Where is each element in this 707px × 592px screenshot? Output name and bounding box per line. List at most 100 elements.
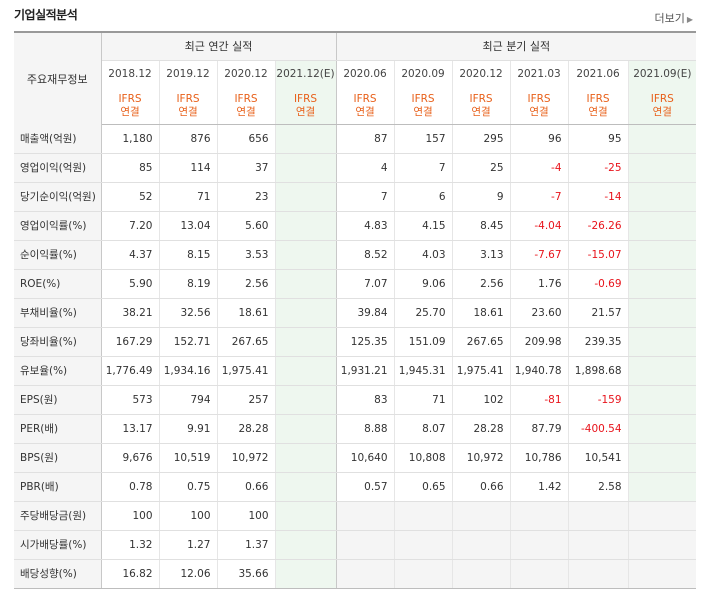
ifrs-label: IFRS	[293, 92, 318, 105]
annual-value-cell: 32.56	[159, 297, 218, 328]
estimate-cell	[628, 297, 697, 328]
quarterly-value-cell: 25	[452, 153, 511, 183]
consolidated-label: 연결	[413, 105, 433, 118]
annual-group-header: 최근 연간 실적	[101, 31, 337, 61]
ifrs-consolidated-label: IFRS 연결	[394, 88, 453, 125]
estimate-cell	[628, 153, 697, 183]
quarterly-value-cell: -0.69	[568, 269, 629, 299]
estimate-cell	[628, 327, 697, 357]
table-row: 배당성향(%) 16.82 12.06 35.66	[14, 559, 697, 589]
empty-cell	[452, 559, 511, 589]
quarterly-value-cell: 209.98	[510, 327, 569, 357]
quarterly-value-cell: 21.57	[568, 297, 629, 328]
annual-value-cell: 0.75	[159, 472, 218, 502]
annual-value-cell: 1,934.16	[159, 356, 218, 386]
quarterly-period: 2021.09(E)	[628, 60, 697, 88]
quarterly-value-cell: 10,786	[510, 443, 569, 473]
quarterly-value-cell: 10,808	[394, 443, 453, 473]
annual-value-cell: 267.65	[217, 327, 276, 357]
estimate-cell	[275, 414, 337, 444]
row-label: 당기순이익(억원)	[14, 182, 102, 212]
quarterly-value-cell: 2.56	[452, 269, 511, 299]
quarterly-value-cell: 4.15	[394, 210, 453, 241]
estimate-cell	[275, 210, 337, 241]
row-label: 매출액(억원)	[14, 124, 102, 154]
quarterly-value-cell: 1.42	[510, 472, 569, 502]
row-label: 부채비율(%)	[14, 297, 102, 328]
annual-value-cell: 10,519	[159, 443, 218, 473]
section-title: 기업실적분석	[14, 8, 78, 22]
quarterly-period: 2021.03	[510, 60, 569, 88]
quarterly-value-cell: 7	[394, 153, 453, 183]
row-label: BPS(원)	[14, 443, 102, 473]
annual-value-cell: 100	[217, 500, 276, 531]
quarterly-value-cell: -4	[510, 153, 569, 183]
consolidated-label: 연결	[588, 105, 608, 118]
annual-value-cell: 13.17	[101, 414, 160, 444]
estimate-cell	[628, 356, 697, 386]
estimate-cell	[628, 414, 697, 444]
quarterly-value-cell: -81	[510, 384, 569, 415]
quarterly-value-cell: 157	[394, 124, 453, 154]
ifrs-label: IFRS	[411, 92, 435, 105]
table-body: 매출액(억원) 1,180 876 656 87 157 295 96 95 영업이익(억원) 85…	[14, 124, 697, 589]
quarterly-period: 2020.12	[452, 60, 511, 88]
quarterly-value-cell: 7	[336, 182, 395, 212]
consolidated-label: 연결	[355, 105, 375, 118]
row-label: 주당배당금(원)	[14, 500, 102, 531]
annual-value-cell: 16.82	[101, 559, 160, 589]
quarterly-value-cell: 8.45	[452, 210, 511, 241]
quarterly-value-cell: -7.67	[510, 240, 569, 270]
annual-value-cell: 10,972	[217, 443, 276, 473]
empty-cell	[452, 530, 511, 560]
annual-value-cell: 1,180	[101, 124, 160, 154]
annual-value-cell: 71	[159, 182, 218, 212]
table-row: 주당배당금(원) 100 100 100	[14, 500, 697, 531]
annual-value-cell: 100	[101, 500, 160, 531]
consolidated-label: 연결	[236, 105, 256, 118]
consolidated-label: 연결	[120, 105, 140, 118]
estimate-cell	[628, 182, 697, 212]
quarterly-value-cell: 9	[452, 182, 511, 212]
quarterly-value-cell: 8.52	[336, 240, 395, 270]
annual-value-cell: 794	[159, 384, 218, 415]
quarterly-period: 2020.09	[394, 60, 453, 88]
quarterly-value-cell: -14	[568, 182, 629, 212]
annual-period: 2019.12	[159, 60, 218, 88]
quarterly-value-cell: 96	[510, 124, 569, 154]
annual-value-cell: 35.66	[217, 559, 276, 589]
quarterly-value-cell: 295	[452, 124, 511, 154]
empty-cell	[336, 500, 395, 531]
empty-cell	[628, 559, 697, 589]
ifrs-consolidated-label: IFRS 연결	[217, 88, 276, 125]
more-link[interactable]: 더보기 ▶	[654, 10, 693, 26]
quarterly-value-cell: 23.60	[510, 297, 569, 328]
quarterly-value-cell: -7	[510, 182, 569, 212]
ifrs-consolidated-label: IFRS 연결	[628, 88, 697, 125]
empty-cell	[510, 530, 569, 560]
ifrs-label: IFRS	[353, 92, 377, 105]
quarterly-value-cell: 18.61	[452, 297, 511, 328]
quarterly-value-cell: 3.13	[452, 240, 511, 270]
consolidated-label: 연결	[652, 105, 672, 118]
annual-value-cell: 5.90	[101, 269, 160, 299]
ifrs-label: IFRS	[176, 92, 200, 105]
quarterly-value-cell: 87.79	[510, 414, 569, 444]
row-label: 배당성향(%)	[14, 559, 102, 589]
empty-cell	[336, 530, 395, 560]
table-row: BPS(원) 9,676 10,519 10,972 10,640 10,808 10,97…	[14, 443, 697, 473]
estimate-cell	[628, 240, 697, 270]
quarterly-group-header: 최근 분기 실적	[336, 31, 697, 61]
row-label: 순이익률(%)	[14, 240, 102, 270]
table-row: 시가배당률(%) 1.32 1.27 1.37	[14, 530, 697, 560]
ifrs-label: IFRS	[650, 92, 674, 105]
quarterly-value-cell: 0.66	[452, 472, 511, 502]
quarterly-value-cell: 71	[394, 384, 453, 415]
quarterly-value-cell: 9.06	[394, 269, 453, 299]
estimate-cell	[628, 443, 697, 473]
row-label: 영업이익률(%)	[14, 210, 102, 241]
empty-cell	[510, 559, 569, 589]
annual-value-cell: 100	[159, 500, 218, 531]
estimate-cell	[275, 182, 337, 212]
annual-value-cell: 28.28	[217, 414, 276, 444]
